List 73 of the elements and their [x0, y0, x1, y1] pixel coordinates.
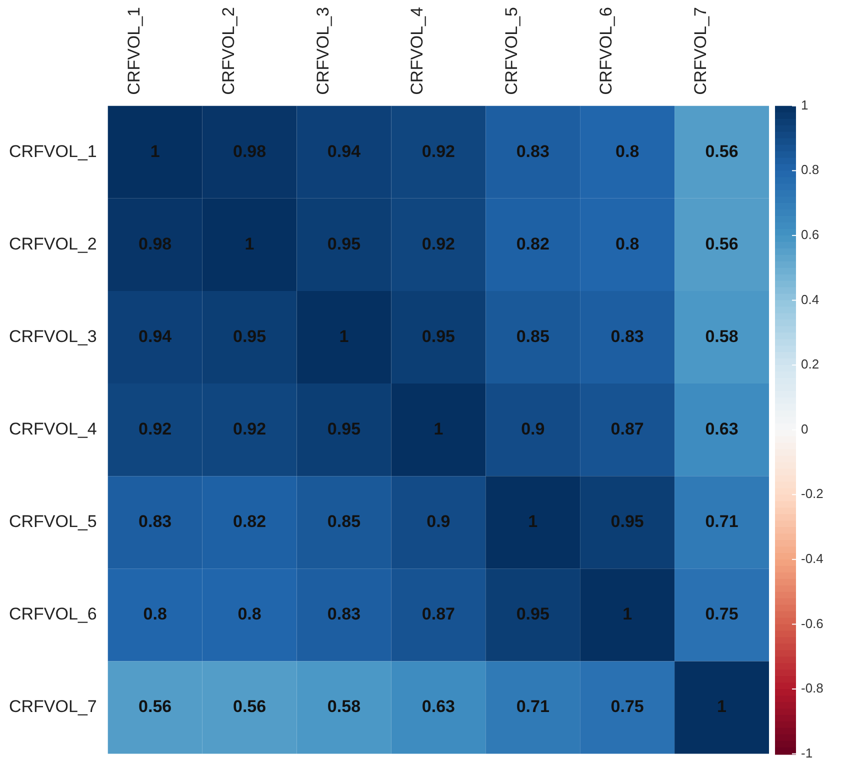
y-tick-label: CRFVOL_4 — [8, 420, 97, 439]
data-label: 1 — [150, 142, 160, 161]
data-label: 0.95 — [327, 234, 361, 254]
color-bar-label: -0.4 — [801, 550, 824, 566]
data-label: 0.92 — [422, 142, 455, 161]
data-label: 0.71 — [705, 512, 738, 532]
data-label: 0.94 — [327, 142, 362, 161]
data-label: 0.56 — [705, 142, 738, 161]
data-label: 0.58 — [327, 697, 361, 716]
data-label: 0.71 — [516, 697, 550, 716]
data-label: 0.98 — [232, 142, 266, 161]
data-label: 1 — [339, 326, 349, 346]
data-label: 1 — [528, 512, 538, 532]
y-tick-label: CRFVOL_6 — [8, 604, 97, 624]
color-bar-label: -1 — [801, 745, 813, 760]
color-bar-label: 0.4 — [801, 292, 820, 307]
data-label: 0.95 — [327, 420, 361, 439]
data-label: 0.82 — [232, 512, 266, 532]
data-label: 0.85 — [327, 512, 361, 532]
color-bar-label: 0 — [801, 421, 808, 436]
data-label: 0.8 — [616, 234, 640, 254]
y-tick-label: CRFVOL_2 — [8, 234, 97, 254]
data-label: 0.9 — [426, 512, 450, 532]
data-label: 0.8 — [143, 604, 167, 624]
x-tick-label: CRFVOL_6 — [596, 6, 616, 95]
data-label: 0.98 — [138, 234, 172, 254]
data-label: 0.75 — [705, 604, 738, 624]
data-label: 0.82 — [516, 234, 550, 254]
data-label: 0.83 — [138, 512, 172, 532]
data-label: 0.63 — [422, 697, 455, 716]
color-bar-label: -0.2 — [801, 486, 824, 502]
data-label: 0.94 — [138, 326, 172, 346]
data-label: 1 — [622, 604, 632, 624]
data-label: 0.87 — [610, 420, 644, 439]
data-label: 0.83 — [327, 604, 361, 624]
data-label: 0.9 — [521, 420, 545, 439]
data-label: 0.87 — [422, 604, 455, 624]
data-label: 0.63 — [705, 420, 738, 439]
x-tick-label: CRFVOL_5 — [502, 6, 522, 95]
data-label: 0.56 — [232, 697, 266, 716]
data-label: 0.95 — [422, 326, 455, 346]
x-tick-label: CRFVOL_4 — [408, 6, 427, 95]
data-label: 0.95 — [516, 604, 550, 624]
color-bar-label: -0.8 — [801, 680, 824, 696]
data-label: 0.95 — [610, 512, 644, 532]
data-label: 0.83 — [516, 142, 550, 161]
x-tick-label: CRFVOL_3 — [313, 6, 332, 95]
y-tick-label: CRFVOL_1 — [8, 142, 97, 161]
data-label: 0.92 — [138, 420, 172, 439]
color-bar-label: 1 — [801, 97, 808, 112]
data-label: 0.8 — [616, 142, 640, 161]
color-bar-label: 0.8 — [801, 162, 820, 178]
data-label: 0.83 — [610, 326, 644, 346]
x-tick-label: CRFVOL_7 — [691, 6, 710, 95]
color-bar-label: 0.6 — [801, 227, 820, 242]
data-label: 0.56 — [138, 697, 172, 716]
color-bar-label: 0.2 — [801, 356, 820, 372]
x-tick-label: CRFVOL_2 — [218, 6, 238, 95]
data-label: 0.95 — [232, 326, 266, 346]
data-label: 1 — [244, 234, 254, 254]
data-label: 0.85 — [516, 326, 550, 346]
data-label: 1 — [717, 697, 727, 716]
y-tick-label: CRFVOL_3 — [8, 326, 97, 346]
y-tick-label: CRFVOL_7 — [8, 697, 97, 716]
data-label: 0.92 — [232, 420, 266, 439]
color-bar-label: -0.6 — [801, 616, 824, 631]
data-label: 0.92 — [422, 234, 455, 254]
data-label: 0.58 — [705, 326, 738, 346]
data-label: 1 — [434, 420, 444, 439]
data-label: 0.8 — [238, 604, 262, 624]
y-tick-label: CRFVOL_5 — [8, 512, 97, 532]
data-label: 0.75 — [610, 697, 644, 716]
data-label: 0.56 — [705, 234, 738, 254]
